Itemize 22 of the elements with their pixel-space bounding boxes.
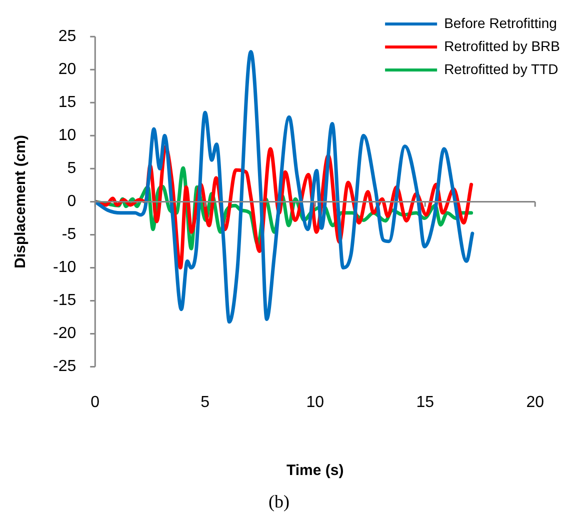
x-axis-title: Time (s)	[286, 462, 344, 480]
text: (b)	[268, 492, 290, 512]
y-tick-label: -10	[53, 259, 76, 276]
y-tick-label: 15	[58, 94, 76, 112]
y-axis-title: Displacement (cm)	[12, 135, 30, 268]
legend-label: Before Retrofitting	[444, 14, 557, 31]
x-tick-label: 15	[416, 394, 434, 411]
y-tick-label: 0	[67, 193, 76, 210]
y-tick-label: -15	[53, 292, 76, 310]
x-tick-label: 0	[90, 394, 100, 411]
y-tick-label: 25	[58, 28, 76, 46]
y-tick-label: -20	[53, 325, 76, 342]
y-tick-label: -25	[53, 358, 76, 376]
y-tick-label: 5	[67, 160, 76, 178]
legend-label: Retrofitted by TTD	[444, 60, 558, 77]
y-tick-label: 10	[58, 127, 76, 144]
x-tick-label: 20	[526, 394, 544, 411]
legend-label: Retrofitted by BRB	[444, 38, 560, 54]
y-tick-label: -5	[62, 226, 76, 244]
x-tick-label: 5	[200, 394, 210, 411]
x-tick-label: 10	[306, 394, 324, 411]
y-tick-label: 20	[58, 61, 76, 78]
